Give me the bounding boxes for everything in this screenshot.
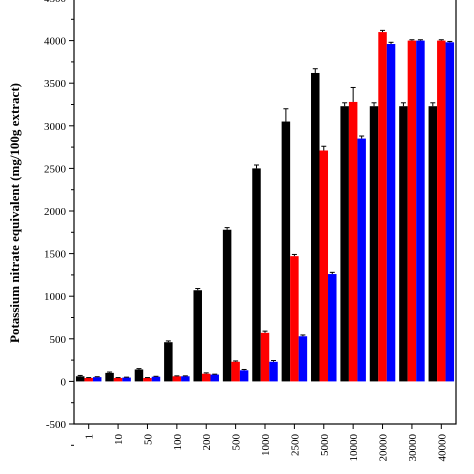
bar-series-2 <box>201 373 211 382</box>
bar-series-3 <box>328 274 337 382</box>
x-tick-label: 1000 <box>260 434 272 457</box>
bar-series-3 <box>269 361 278 382</box>
y-tick-label: 3500 <box>44 78 67 90</box>
bar-series-1 <box>399 106 408 382</box>
bar-series-3 <box>298 336 308 382</box>
bar-series-1 <box>105 372 114 382</box>
y-tick-label: -500 <box>46 419 67 431</box>
bar-series-3 <box>181 376 190 382</box>
y-tick-label: 500 <box>50 334 67 346</box>
x-tick-label: 40000 <box>436 434 448 462</box>
bar-series-2 <box>437 40 446 382</box>
y-axis-label: Potassium nitrate equivalent (mg/100g ex… <box>7 83 22 343</box>
y-tick-label: 0 <box>61 376 67 388</box>
bar-series-2 <box>348 101 358 382</box>
bar-series-1 <box>311 72 320 382</box>
y-tick-label: 1000 <box>44 291 67 303</box>
y-tick-label: 1500 <box>44 249 67 261</box>
y-tick-label: 2000 <box>44 206 67 218</box>
x-tick-label: 5000 <box>319 434 331 457</box>
bar-series-3 <box>445 42 455 382</box>
x-tick-label: 500 <box>231 434 243 451</box>
bar-series-2 <box>378 32 387 382</box>
bar-series-2 <box>143 377 152 382</box>
bar-series-1 <box>340 106 349 382</box>
bar-series-3 <box>416 40 425 382</box>
x-tick-label: 200 <box>201 434 213 451</box>
bar-series-2 <box>172 376 182 382</box>
x-tick-label: 10 <box>113 434 125 446</box>
bar-series-2 <box>407 40 417 382</box>
bar-series-3 <box>92 377 102 382</box>
bar-series-3 <box>357 138 366 382</box>
bar-series-1 <box>134 369 144 382</box>
bar-series-3 <box>122 377 131 382</box>
x-tick-label: 50 <box>142 434 154 446</box>
bar-series-1 <box>164 342 173 382</box>
x-tick-label: 2500 <box>289 434 301 457</box>
bar-series-1 <box>281 121 291 382</box>
bar-series-3 <box>210 374 219 382</box>
bar-series-2 <box>231 361 240 382</box>
bar-series-2 <box>319 150 329 382</box>
bar-series-2 <box>290 256 299 382</box>
bar-series-1 <box>222 229 232 382</box>
bar-series-1 <box>75 376 85 382</box>
bar-series-1 <box>252 168 261 382</box>
y-tick-label: 4500 <box>44 0 67 5</box>
x-tick-label: 30000 <box>407 434 419 462</box>
bar-series-3 <box>151 376 161 382</box>
y-tick-label: 3000 <box>44 121 67 133</box>
bar-series-2 <box>113 377 123 382</box>
y-tick-label: 2500 <box>44 163 67 175</box>
x-tick-label: 20000 <box>378 434 390 462</box>
plot-area: -500050010001500200025003000350040004500… <box>44 0 457 462</box>
y-tick-label: 4000 <box>44 36 67 48</box>
bar-series-3 <box>386 44 396 382</box>
bar-series-2 <box>84 377 93 382</box>
bar-series-1 <box>193 290 202 382</box>
x-tick-label: 1 <box>84 434 96 440</box>
bar-series-1 <box>428 106 438 382</box>
bar-series-3 <box>239 370 249 382</box>
bar-series-1 <box>369 106 379 382</box>
x-tick-label: 100 <box>172 434 184 451</box>
bar-series-2 <box>260 332 270 382</box>
x-tick-label: 10000 <box>348 434 360 462</box>
